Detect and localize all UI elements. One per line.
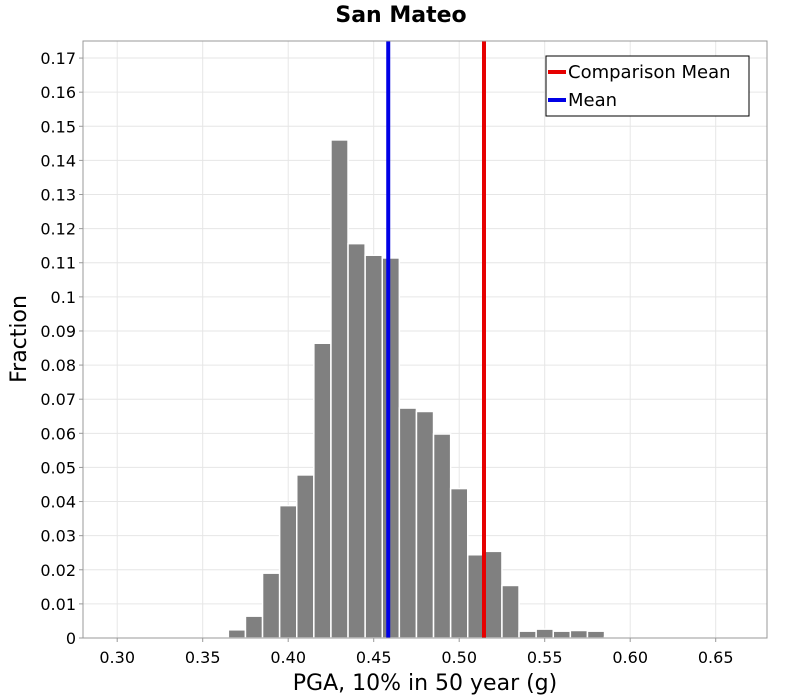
histogram-bar bbox=[518, 630, 537, 639]
y-tick-label: 0.02 bbox=[40, 561, 76, 580]
x-tick-label: 0.60 bbox=[612, 648, 648, 667]
histogram-bar bbox=[415, 410, 435, 639]
x-tick-label: 0.30 bbox=[99, 648, 135, 667]
y-tick-label: 0.08 bbox=[40, 356, 76, 375]
y-tick-label: 0.1 bbox=[51, 288, 76, 307]
histogram-bar bbox=[278, 504, 298, 639]
y-tick-label: 0.01 bbox=[40, 595, 76, 614]
x-tick-label: 0.40 bbox=[270, 648, 306, 667]
histogram-bar bbox=[227, 629, 247, 639]
x-axis-title: PGA, 10% in 50 year (g) bbox=[293, 671, 557, 696]
legend-label: Comparison Mean bbox=[568, 62, 731, 83]
legend-box bbox=[545, 55, 750, 117]
histogram-bar bbox=[586, 630, 606, 639]
y-tick-label: 0.11 bbox=[40, 254, 76, 273]
histogram-bar bbox=[261, 572, 281, 639]
y-tick-label: 0.17 bbox=[40, 49, 76, 68]
plot-frame bbox=[82, 40, 768, 639]
histogram-bar bbox=[535, 628, 555, 639]
legend: Comparison Mean Mean bbox=[545, 55, 750, 117]
chart-title: San Mateo bbox=[335, 3, 466, 28]
y-tick-label: 0.13 bbox=[40, 186, 76, 205]
histogram-bar bbox=[364, 254, 383, 639]
histogram-bar bbox=[381, 257, 401, 639]
x-tick-label: 0.55 bbox=[527, 648, 563, 667]
y-tick-label: 0.06 bbox=[40, 424, 76, 443]
y-tick-label: 0.07 bbox=[40, 390, 76, 409]
histogram-bar bbox=[569, 629, 589, 639]
y-tick-label: 0.05 bbox=[40, 458, 76, 477]
x-tick-label: 0.45 bbox=[356, 648, 392, 667]
bars bbox=[210, 139, 623, 639]
histogram-bar bbox=[398, 407, 418, 639]
x-tick-label: 0.50 bbox=[441, 648, 477, 667]
histogram-bar bbox=[449, 487, 469, 639]
y-tick-label: 0.04 bbox=[40, 493, 76, 512]
x-axis-ticks: 0.30 0.35 0.40 0.45 0.50 0.55 0.60 0.65 bbox=[99, 638, 734, 667]
mean-lines bbox=[386, 41, 486, 638]
x-tick-label: 0.35 bbox=[185, 648, 221, 667]
y-tick-label: 0.03 bbox=[40, 527, 76, 546]
y-tick-label: 0.09 bbox=[40, 322, 76, 341]
histogram-bar bbox=[484, 550, 503, 639]
histogram-bar bbox=[296, 474, 315, 639]
histogram-bar bbox=[432, 433, 452, 639]
y-axis-ticks: 0 0.01 0.02 0.03 0.04 0.05 0.06 0.07 0.08 0.09 0.1… bbox=[40, 49, 83, 648]
histogram-bar bbox=[244, 615, 264, 639]
histogram-bar bbox=[347, 242, 366, 639]
y-tick-label: 0.15 bbox=[40, 117, 76, 136]
histogram-bar bbox=[313, 342, 332, 639]
y-tick-label: 0 bbox=[66, 629, 76, 648]
y-tick-label: 0.14 bbox=[40, 151, 76, 170]
y-tick-label: 0.12 bbox=[40, 220, 76, 239]
histogram-bar bbox=[330, 139, 349, 639]
histogram-bar bbox=[552, 630, 572, 639]
x-tick-label: 0.65 bbox=[698, 648, 734, 667]
histogram-bar bbox=[501, 584, 520, 639]
y-tick-label: 0.16 bbox=[40, 83, 76, 102]
legend-label: Mean bbox=[568, 90, 617, 111]
y-axis-title: Fraction bbox=[7, 295, 32, 383]
